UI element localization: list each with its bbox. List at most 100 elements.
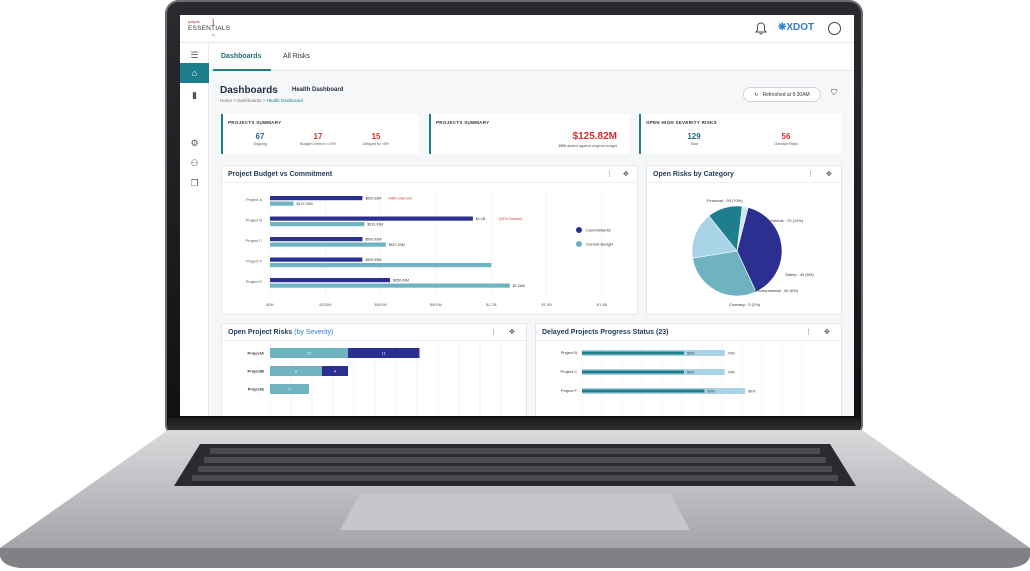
laptop-base [0,430,1030,568]
bar-actual [582,370,684,374]
collapse-menu-icon[interactable]: ☰ [190,49,199,60]
sidebar-item-users[interactable]: ⚇ [180,153,209,173]
category-label: Project F [561,388,578,393]
more-options-icon[interactable]: ⋮ [807,171,814,178]
bar-value-label: $650.93M [393,278,409,282]
category-label: Project C [246,238,263,243]
bell-icon[interactable] [755,22,767,35]
xdot-brand[interactable]: ❋XDOT [778,22,814,33]
card-title: Project Budget vs Commitment [228,171,333,178]
bar-value-label: 6 [288,387,291,392]
page-title: Dashboards [220,85,278,96]
kpi-total-risks[interactable]: 129 Total [669,132,719,146]
breadcrumb-home[interactable]: Home [220,98,233,103]
category-label: Project B [561,350,578,355]
sidebar-item-documents[interactable]: ❐ [180,173,209,193]
dashboard-content: Dashboards Health Dashboard Home > Dashb… [209,71,854,416]
bar-medium [270,366,322,376]
card-header: Delayed Projects Progress Status (23) ⋮ … [536,324,841,341]
kpi-budget-overrun[interactable]: 17 Budget Overrun >10% [293,132,343,146]
refresh-button[interactable]: ↻ Refreshed at 9:30AM [743,87,821,102]
risks-severity-chart: ProjectA 12 11 ProjectB 8 4 ProjectE 6 [248,344,502,416]
legend-marker [576,241,582,247]
risks-by-category-card: Open Risks by Category ⋮ ✥ Financial : 9… [646,165,842,315]
kpi-budget-overrun-label: Budget Overrun >10% [300,142,336,146]
more-options-icon[interactable]: ⋮ [606,171,613,178]
kpi-ongoing-value: 67 [255,132,265,141]
projects-summary-title: PROJECTS SUMMARY [228,120,282,125]
category-label: Project E [246,279,263,284]
x-tick-label: $600M [375,302,387,307]
sidebar-item-reports[interactable]: ▮ [180,85,209,105]
bar-value-label: 60% [707,390,715,394]
budget-note: 20% added against original budget [559,144,618,148]
kpi-total-risks-value: 129 [687,132,701,141]
kpi-ongoing[interactable]: 67 Ongoing [235,132,285,146]
pie-label: Environmental : 30 (5%) [755,288,799,293]
xdot-label: XDOT [786,22,815,33]
move-icon[interactable]: ✥ [826,171,832,178]
pie-label: Safety : 40 (5%) [785,272,814,277]
bar-value-label: 8 [295,369,298,374]
tab-dashboards[interactable]: Dashboards [221,53,262,60]
more-options-icon[interactable]: ⋮ [490,329,497,336]
breadcrumb-dashboards[interactable]: Dashboards [237,98,262,103]
overrun-annotation: (20% Overrun) [499,217,523,221]
kpi-delayed[interactable]: 15 Delayed by <5% [351,132,401,146]
card-title: Open Risks by Category [653,171,734,178]
legend-label: Current Budget [586,242,614,247]
card-header: Open Project Risks (by Severity) ⋮ ✥ [222,324,526,341]
bar-current-budget [270,283,510,288]
active-tab-indicator [213,69,271,71]
pie-slice-financial [736,207,783,293]
legend-marker [576,227,582,233]
tab-bar: Dashboards All Risks [209,43,854,71]
bar-medium [270,348,348,358]
bar-current-budget [270,201,294,206]
documents-icon: ❐ [190,177,199,188]
bar-medium [270,384,309,394]
card-title: Delayed Projects Progress Status (23) [542,329,669,336]
bar-value-label: $627.93M [389,243,405,247]
bar-value-label: $500.93M [365,258,381,262]
logo-small-text: juniper [188,19,201,24]
pie-label: Schedule : 70 (14%) [767,218,804,223]
overrun-annotation: (48% Overrun) [388,196,412,200]
category-label: ProjectA [248,351,265,356]
bar-actual [582,351,684,355]
bar-value-label: 4 [334,369,337,374]
tab-all-risks[interactable]: All Risks [283,53,310,60]
x-tick-label: $1.2B [486,302,497,307]
app-logo[interactable]: juniper ꟾ ESSENTIALS by ... [188,19,230,39]
move-icon[interactable]: ✥ [623,171,629,178]
refresh-label: Refreshed at 9:30AM [762,91,810,98]
card-header: Open Risks by Category ⋮ ✥ [647,166,841,183]
user-avatar-icon[interactable] [828,22,841,35]
kpi-overdue-risks[interactable]: 56 Overdue Risks [761,132,811,146]
kpi-delayed-value: 15 [371,132,381,141]
refresh-icon: ↻ [754,91,759,98]
sidebar-item-settings[interactable]: ⚙ [180,133,209,153]
sidebar: ☰ ⌂ ▮ ⚙ ⚇ ❐ [180,43,209,416]
kpi-overdue-risks-value: 56 [781,132,791,141]
users-icon: ⚇ [190,157,199,168]
xdot-icon: ❋ [778,22,787,33]
pie-slice-schedule [692,250,757,297]
bar-commitments [270,257,363,262]
x-tick-label: $0M [266,302,274,307]
budget-vs-commitment-card: Project Budget vs Commitment ⋮ ✥ $0M $300… [221,165,638,315]
sidebar-item-home[interactable]: ⌂ [180,63,209,83]
move-icon[interactable]: ✥ [824,329,830,336]
move-icon[interactable]: ✥ [509,329,515,336]
pie-label: Financial : 93 (70%) [707,198,743,203]
more-options-icon[interactable]: ⋮ [805,329,812,336]
budget-summary-card: PROJECTS SUMMARY $125.82M 20% added agai… [429,114,629,154]
breadcrumb: Home > Dashboards > Health Dashboard [220,98,303,103]
app-screen: juniper ꟾ ESSENTIALS by ... ❋XDOT ☰ ⌂ ▮ … [180,15,854,416]
logo-mark-icon: ꟾ [212,19,215,28]
filter-icon[interactable]: ⛉ [831,88,837,97]
bar-commitments [270,216,473,221]
breadcrumb-current: Health Dashboard [266,98,303,103]
projects-summary-card: PROJECTS SUMMARY 67 Ongoing 17 Budget Ov… [221,114,419,154]
